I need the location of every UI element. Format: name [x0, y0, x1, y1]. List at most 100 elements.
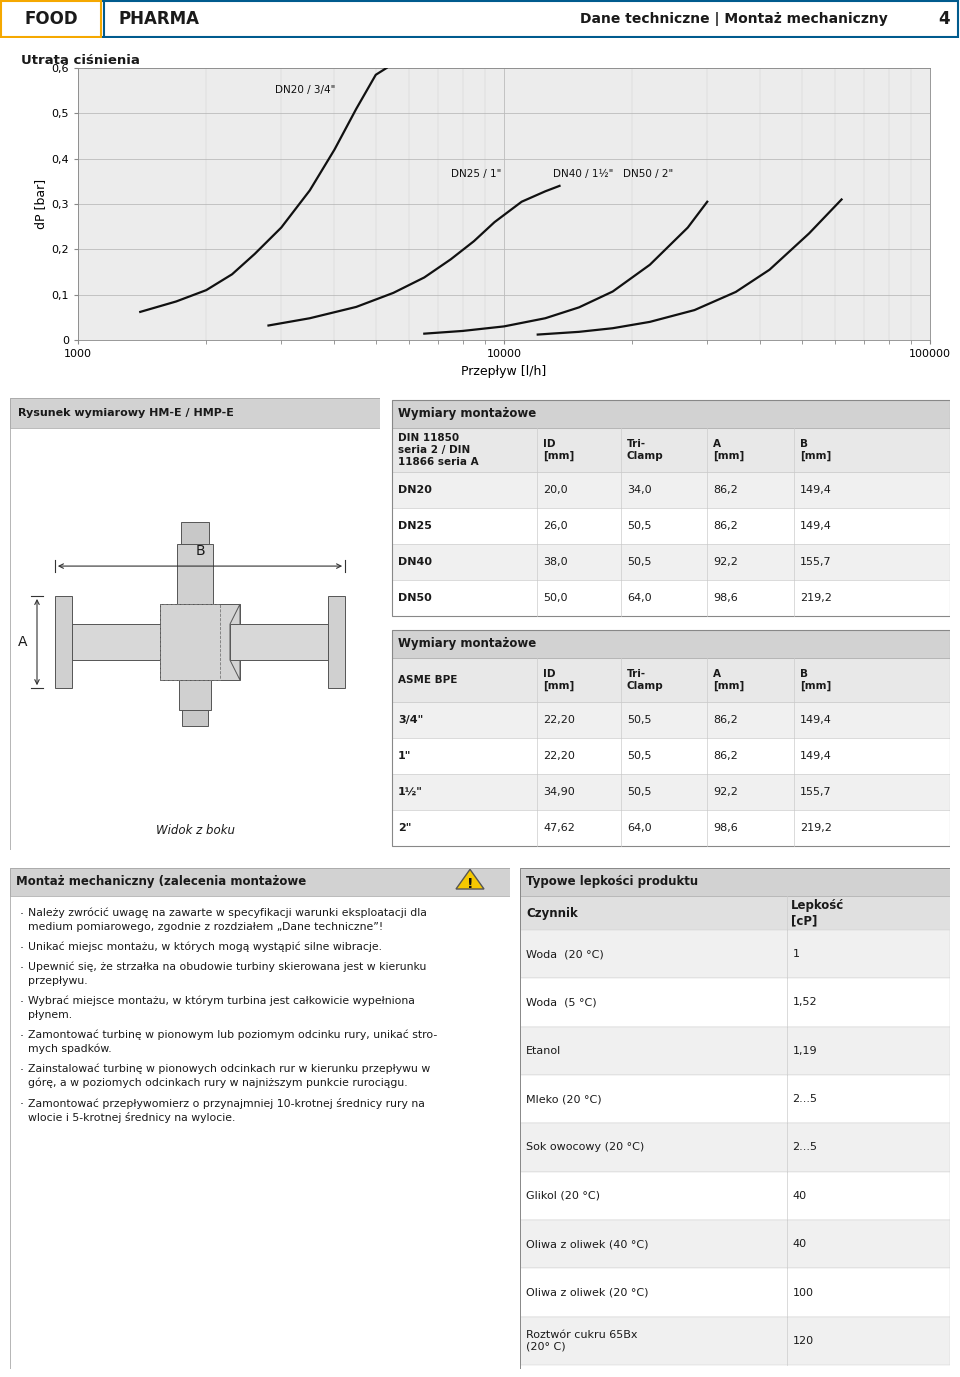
Text: ·: ·	[20, 996, 24, 1009]
FancyBboxPatch shape	[392, 738, 950, 774]
Text: Oliwa z oliwek (20 °C): Oliwa z oliwek (20 °C)	[526, 1287, 649, 1297]
FancyBboxPatch shape	[392, 399, 950, 428]
Text: A: A	[17, 635, 27, 649]
Text: 86,2: 86,2	[713, 750, 738, 761]
Text: A
[mm]: A [mm]	[713, 439, 745, 461]
FancyBboxPatch shape	[230, 624, 328, 660]
FancyBboxPatch shape	[392, 472, 950, 508]
Text: 4: 4	[938, 10, 950, 28]
FancyBboxPatch shape	[520, 1220, 950, 1268]
Text: ID
[mm]: ID [mm]	[543, 439, 574, 461]
Text: 64,0: 64,0	[627, 593, 652, 603]
Text: 1,19: 1,19	[793, 1047, 817, 1056]
Text: 40: 40	[793, 1239, 806, 1249]
Text: 98,6: 98,6	[713, 593, 738, 603]
FancyBboxPatch shape	[177, 544, 213, 605]
Text: 2": 2"	[398, 823, 412, 833]
FancyBboxPatch shape	[392, 658, 950, 702]
Text: Zainstalować turbinę w pionowych odcinkach rur w kierunku przepływu w: Zainstalować turbinę w pionowych odcinka…	[28, 1064, 430, 1074]
FancyBboxPatch shape	[520, 1268, 950, 1316]
Text: 98,6: 98,6	[713, 823, 738, 833]
Text: B: B	[195, 544, 204, 558]
Text: płynem.: płynem.	[28, 1009, 72, 1020]
X-axis label: Przepływ [l/h]: Przepływ [l/h]	[462, 365, 546, 377]
Text: 50,5: 50,5	[627, 558, 651, 567]
Text: 50,0: 50,0	[543, 593, 567, 603]
Text: 120: 120	[793, 1336, 814, 1345]
Text: Należy zwrócić uwagę na zawarte w specyfikacji warunki eksploatacji dla: Należy zwrócić uwagę na zawarte w specyf…	[28, 907, 427, 918]
Text: 40: 40	[793, 1191, 806, 1201]
Text: ASME BPE: ASME BPE	[398, 675, 457, 684]
FancyBboxPatch shape	[520, 929, 950, 978]
Text: ID
[mm]: ID [mm]	[543, 669, 574, 691]
FancyBboxPatch shape	[520, 868, 950, 896]
Text: ·: ·	[20, 907, 24, 921]
FancyBboxPatch shape	[520, 1124, 950, 1172]
Text: 50,5: 50,5	[627, 750, 651, 761]
Text: DN20: DN20	[398, 485, 432, 494]
Text: 38,0: 38,0	[543, 558, 567, 567]
Text: Lepkość
[cP]: Lepkość [cP]	[791, 899, 844, 927]
Text: Tri-
Clamp: Tri- Clamp	[627, 439, 663, 461]
Text: Oliwa z oliwek (40 °C): Oliwa z oliwek (40 °C)	[526, 1239, 649, 1249]
Text: DN25: DN25	[398, 521, 432, 532]
Text: Zamontować turbinę w pionowym lub poziomym odcinku rury, unikać stro-: Zamontować turbinę w pionowym lub poziom…	[28, 1030, 437, 1041]
Text: DN40: DN40	[398, 558, 432, 567]
Y-axis label: dP [bar]: dP [bar]	[35, 179, 47, 229]
Text: Upewnić się, że strzałka na obudowie turbiny skierowana jest w kierunku: Upewnić się, że strzałka na obudowie tur…	[28, 963, 426, 972]
Text: DN50 / 2": DN50 / 2"	[623, 169, 673, 179]
FancyBboxPatch shape	[520, 1316, 950, 1365]
FancyBboxPatch shape	[392, 580, 950, 616]
Text: ·: ·	[20, 963, 24, 975]
Text: 92,2: 92,2	[713, 788, 738, 797]
Text: 34,90: 34,90	[543, 788, 575, 797]
FancyBboxPatch shape	[520, 1075, 950, 1124]
Text: 100: 100	[793, 1287, 813, 1297]
Text: Etanol: Etanol	[526, 1047, 562, 1056]
FancyBboxPatch shape	[392, 702, 950, 738]
FancyBboxPatch shape	[328, 596, 345, 688]
Text: DN50: DN50	[398, 593, 432, 603]
Polygon shape	[456, 869, 484, 890]
Text: 2...5: 2...5	[793, 1095, 818, 1104]
Text: Widok z boku: Widok z boku	[156, 823, 234, 836]
Text: 22,20: 22,20	[543, 750, 575, 761]
Text: B
[mm]: B [mm]	[800, 439, 831, 461]
Text: Czynnik: Czynnik	[526, 906, 578, 920]
Text: Sok owocowy (20 °C): Sok owocowy (20 °C)	[526, 1143, 644, 1153]
Text: Glikol (20 °C): Glikol (20 °C)	[526, 1191, 600, 1201]
Text: Mleko (20 °C): Mleko (20 °C)	[526, 1095, 602, 1104]
Text: 20,0: 20,0	[543, 485, 567, 494]
Text: 219,2: 219,2	[800, 823, 831, 833]
FancyBboxPatch shape	[1, 1, 101, 37]
Text: DN20 / 3/4": DN20 / 3/4"	[275, 85, 335, 95]
FancyBboxPatch shape	[520, 1172, 950, 1220]
Text: ·: ·	[20, 942, 24, 956]
FancyBboxPatch shape	[55, 596, 72, 688]
Text: 47,62: 47,62	[543, 823, 575, 833]
Text: wlocie i 5-krotnej średnicy na wylocie.: wlocie i 5-krotnej średnicy na wylocie.	[28, 1113, 235, 1124]
Text: Rysunek wymiarowy HM-E / HMP-E: Rysunek wymiarowy HM-E / HMP-E	[18, 408, 234, 419]
FancyBboxPatch shape	[10, 398, 380, 428]
FancyBboxPatch shape	[392, 774, 950, 810]
Text: mych spadków.: mych spadków.	[28, 1044, 111, 1055]
FancyBboxPatch shape	[392, 508, 950, 544]
Text: B
[mm]: B [mm]	[800, 669, 831, 691]
Text: DIN 11850
seria 2 / DIN
11866 seria A: DIN 11850 seria 2 / DIN 11866 seria A	[398, 434, 479, 467]
Text: Dane techniczne | Montaż mechaniczny: Dane techniczne | Montaż mechaniczny	[580, 12, 888, 26]
FancyBboxPatch shape	[520, 1027, 950, 1075]
Text: Woda  (5 °C): Woda (5 °C)	[526, 997, 596, 1008]
FancyBboxPatch shape	[179, 680, 211, 711]
Text: Wymiary montażowe: Wymiary montażowe	[398, 408, 537, 420]
Text: DN40 / 1½": DN40 / 1½"	[553, 169, 612, 179]
Text: ·: ·	[20, 1030, 24, 1042]
FancyBboxPatch shape	[181, 522, 209, 544]
Text: 22,20: 22,20	[543, 715, 575, 726]
FancyBboxPatch shape	[520, 896, 950, 929]
Text: 1": 1"	[398, 750, 412, 761]
Text: 1: 1	[793, 949, 800, 960]
Text: 2...5: 2...5	[793, 1143, 818, 1153]
Text: 149,4: 149,4	[800, 750, 831, 761]
FancyBboxPatch shape	[392, 428, 950, 472]
FancyBboxPatch shape	[160, 605, 240, 680]
